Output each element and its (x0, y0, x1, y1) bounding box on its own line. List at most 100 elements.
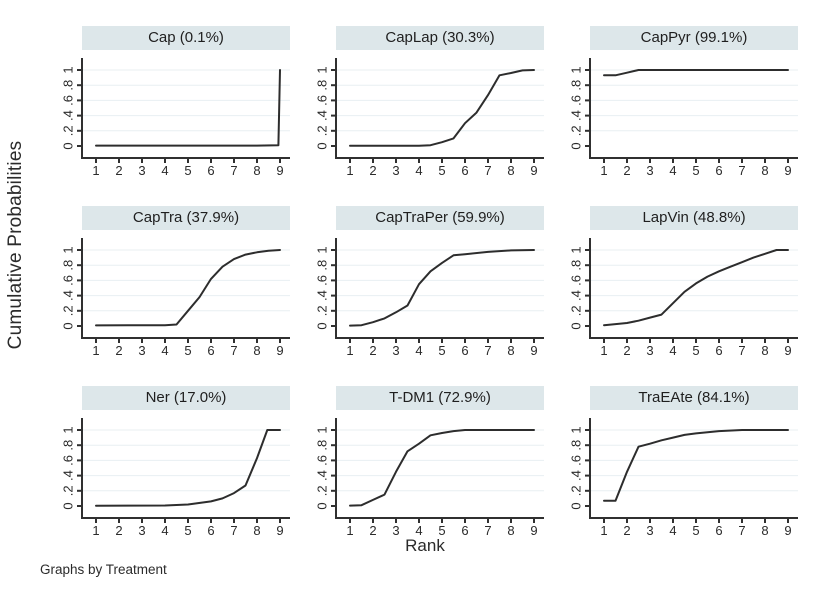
x-tick-label: 3 (646, 163, 653, 178)
x-tick-label: 7 (738, 163, 745, 178)
cumulative-probability-line (603, 69, 789, 77)
panel-title: Ner (17.0%) (82, 386, 290, 410)
x-tick-label: 7 (738, 343, 745, 358)
x-tick-label: 3 (138, 163, 145, 178)
y-tick-label: .6 (61, 455, 76, 466)
x-tick-label: 9 (530, 163, 537, 178)
y-tick-label: 0 (315, 322, 330, 329)
x-tick-label: 5 (438, 523, 445, 538)
x-tick-label: 2 (623, 343, 630, 358)
x-tick-label: 7 (230, 523, 237, 538)
panel-plot: 0 .2 .4 .6 .8 1 1 2 3 4 5 6 7 8 9 (569, 238, 798, 358)
x-tick-label: 9 (530, 343, 537, 358)
x-tick-label: 6 (715, 163, 722, 178)
chart-panel-lapvin: LapVin (48.8%) 0 .2 .4 .6 .8 1 1 2 3 4 5 6 7 8 9 (554, 206, 804, 358)
x-tick-label: 4 (415, 523, 422, 538)
x-tick-label: 3 (138, 343, 145, 358)
x-tick-label: 2 (623, 163, 630, 178)
x-tick-label: 1 (346, 343, 353, 358)
y-tick-label: .2 (315, 125, 330, 136)
x-tick-label: 7 (484, 523, 491, 538)
y-tick-label: 1 (61, 246, 76, 253)
y-tick-label: .6 (61, 95, 76, 106)
x-tick-label: 3 (392, 343, 399, 358)
cumulative-probability-line (95, 429, 281, 507)
x-tick-label: 7 (230, 163, 237, 178)
x-tick-label: 8 (761, 523, 768, 538)
y-tick-label: .6 (569, 95, 584, 106)
x-tick-label: 5 (692, 163, 699, 178)
cumulative-probability-line (95, 69, 281, 147)
y-tick-label: .8 (315, 440, 330, 451)
y-tick-label: .2 (569, 125, 584, 136)
panel-grid: Cap (0.1%) 0 .2 .4 .6 .8 1 1 2 3 4 5 6 7 8 9 CapLap (3… (46, 26, 804, 538)
y-tick-label: 1 (569, 66, 584, 73)
y-tick-label: .8 (569, 260, 584, 271)
chart-panel-cap: Cap (0.1%) 0 .2 .4 .6 .8 1 1 2 3 4 5 6 7 8 9 (46, 26, 296, 178)
y-tick-label: 1 (569, 246, 584, 253)
y-tick-label: .4 (315, 110, 330, 121)
panel-title: CapTraPer (59.9%) (336, 206, 544, 230)
x-tick-label: 1 (92, 343, 99, 358)
x-tick-label: 2 (369, 343, 376, 358)
x-tick-label: 2 (115, 163, 122, 178)
x-tick-label: 9 (276, 163, 283, 178)
x-tick-label: 5 (692, 343, 699, 358)
y-tick-label: .8 (569, 80, 584, 91)
x-tick-label: 3 (138, 523, 145, 538)
y-tick-label: .4 (569, 470, 584, 481)
x-tick-label: 3 (646, 523, 653, 538)
x-tick-label: 5 (184, 523, 191, 538)
y-tick-label: .6 (315, 95, 330, 106)
panel-title: TraEAte (84.1%) (590, 386, 798, 410)
chart-panel-traeate: TraEAte (84.1%) 0 .2 .4 .6 .8 1 1 2 3 4 5 6 7 8 9 (554, 386, 804, 538)
y-tick-label: .2 (569, 485, 584, 496)
cumulative-probability-line (603, 429, 789, 502)
x-tick-label: 4 (415, 163, 422, 178)
y-tick-label: 0 (61, 142, 76, 149)
y-tick-label: .4 (61, 290, 76, 301)
x-tick-label: 3 (646, 343, 653, 358)
panel-plot: 0 .2 .4 .6 .8 1 1 2 3 4 5 6 7 8 9 (61, 418, 290, 538)
x-tick-label: 1 (600, 343, 607, 358)
x-tick-label: 4 (669, 163, 676, 178)
y-tick-label: .2 (61, 485, 76, 496)
panel-plot: 0 .2 .4 .6 .8 1 1 2 3 4 5 6 7 8 9 (315, 418, 544, 538)
x-tick-label: 8 (507, 523, 514, 538)
x-tick-label: 9 (784, 343, 791, 358)
x-tick-label: 1 (92, 163, 99, 178)
chart-panel-captraper: CapTraPer (59.9%) 0 .2 .4 .6 .8 1 1 2 3 4 5 6 7 8 9 (300, 206, 550, 358)
cumulative-probability-line (349, 69, 535, 147)
y-tick-label: .6 (315, 455, 330, 466)
x-tick-label: 2 (369, 523, 376, 538)
panel-plot: 0 .2 .4 .6 .8 1 1 2 3 4 5 6 7 8 9 (315, 238, 544, 358)
x-tick-label: 4 (161, 163, 168, 178)
x-tick-label: 9 (530, 523, 537, 538)
x-tick-label: 7 (738, 523, 745, 538)
chart-panel-captra: CapTra (37.9%) 0 .2 .4 .6 .8 1 1 2 3 4 5 6 7 8 9 (46, 206, 296, 358)
y-tick-label: .6 (569, 455, 584, 466)
y-tick-label: 0 (315, 142, 330, 149)
panel-plot: 0 .2 .4 .6 .8 1 1 2 3 4 5 6 7 8 9 (315, 58, 544, 178)
cumulative-probability-line (603, 249, 789, 327)
y-tick-label: .2 (315, 485, 330, 496)
x-tick-label: 7 (484, 163, 491, 178)
panel-title: LapVin (48.8%) (590, 206, 798, 230)
x-tick-label: 1 (346, 523, 353, 538)
x-tick-label: 5 (184, 163, 191, 178)
y-tick-label: .2 (569, 305, 584, 316)
cumulative-probability-line (95, 249, 281, 327)
y-tick-label: 0 (61, 502, 76, 509)
x-tick-label: 4 (669, 343, 676, 358)
x-tick-label: 6 (461, 163, 468, 178)
x-tick-label: 8 (253, 163, 260, 178)
panel-plot: 0 .2 .4 .6 .8 1 1 2 3 4 5 6 7 8 9 (569, 58, 798, 178)
y-tick-label: .8 (315, 260, 330, 271)
x-tick-label: 2 (115, 523, 122, 538)
x-tick-label: 6 (207, 523, 214, 538)
y-tick-label: .8 (315, 80, 330, 91)
panel-title: CapTra (37.9%) (82, 206, 290, 230)
y-tick-label: 0 (315, 502, 330, 509)
panel-plot: 0 .2 .4 .6 .8 1 1 2 3 4 5 6 7 8 9 (61, 58, 290, 178)
